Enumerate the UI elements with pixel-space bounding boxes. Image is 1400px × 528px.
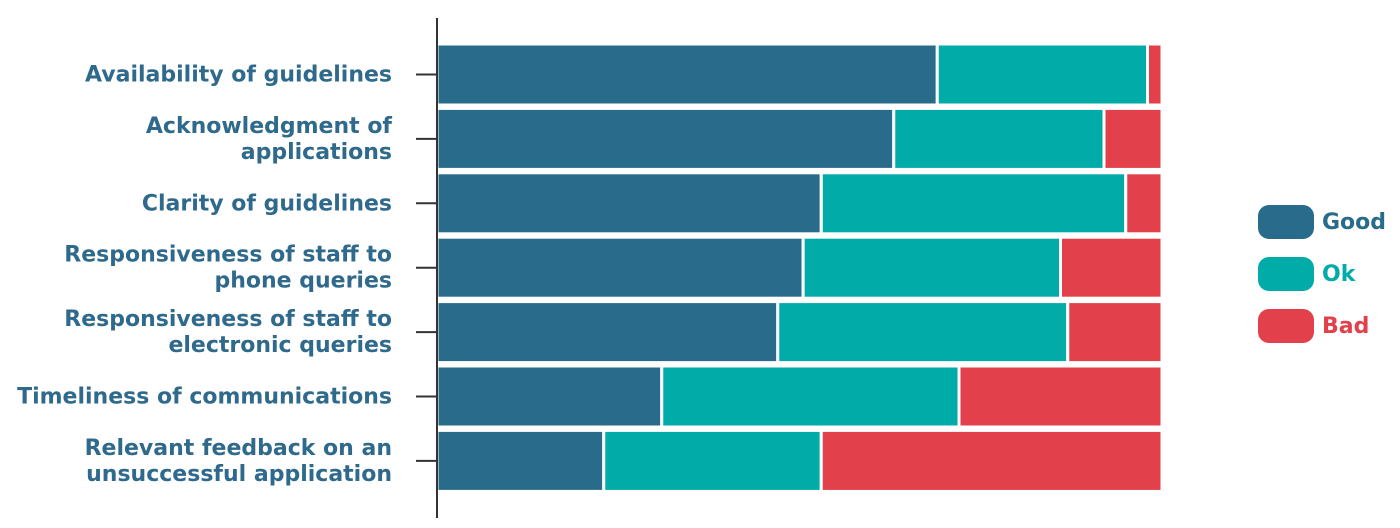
bar-segment-good-4 <box>435 300 780 365</box>
legend-label-bad: Bad <box>1322 313 1370 339</box>
category-labels: Availability of guidelines Acknowledgment… <box>17 63 437 487</box>
bar-segment-bad-2 <box>1124 171 1164 236</box>
bar-segment-good-6 <box>435 428 606 493</box>
bar-segment-ok-0 <box>935 42 1149 107</box>
category-label-line: Clarity of guidelines <box>142 191 392 216</box>
category-label-6: Relevant feedback on an unsuccessful appl… <box>85 436 392 487</box>
legend-label-ok: Ok <box>1322 261 1356 287</box>
bar-segment-good-5 <box>435 364 664 429</box>
legend-item-good: Good <box>1258 196 1386 248</box>
bar-segment-ok-1 <box>892 106 1106 171</box>
bar-segment-bad-4 <box>1066 300 1164 365</box>
category-label-4: Responsiveness of staff to electronic que… <box>64 307 392 358</box>
category-label-line: unsuccessful application <box>86 462 392 487</box>
legend: Good Ok Bad <box>1258 196 1386 352</box>
bar-segment-bad-6 <box>819 428 1164 493</box>
bar-segment-ok-6 <box>602 428 823 493</box>
bar-segment-ok-2 <box>819 171 1128 236</box>
category-label-line: Acknowledgment of <box>146 114 393 139</box>
bar-segment-bad-5 <box>957 364 1164 429</box>
legend-swatch-good <box>1258 205 1314 239</box>
category-label-line: phone queries <box>214 269 392 294</box>
bar-segment-ok-4 <box>776 300 1070 365</box>
bar-segment-bad-3 <box>1059 235 1164 300</box>
bars-group <box>435 42 1164 493</box>
legend-item-ok: Ok <box>1258 248 1386 300</box>
bar-segment-good-0 <box>435 42 939 107</box>
bar-segment-good-1 <box>435 106 896 171</box>
category-label-line: Availability of guidelines <box>85 63 392 88</box>
bar-segment-ok-5 <box>660 364 961 429</box>
category-label-3: Responsiveness of staff to phone queries <box>64 243 392 294</box>
category-label-line: Timeliness of communications <box>17 385 392 410</box>
category-label-0: Availability of guidelines <box>85 63 392 88</box>
category-label-line: applications <box>241 140 392 165</box>
category-label-5: Timeliness of communications <box>17 385 392 410</box>
bar-segment-good-2 <box>435 171 823 236</box>
bar-segment-ok-3 <box>801 235 1062 300</box>
bar-segment-good-3 <box>435 235 805 300</box>
legend-swatch-bad <box>1258 309 1314 343</box>
bar-segment-bad-0 <box>1146 42 1164 107</box>
legend-item-bad: Bad <box>1258 300 1386 352</box>
bar-segment-bad-1 <box>1102 106 1164 171</box>
legend-swatch-ok <box>1258 257 1314 291</box>
category-label-2: Clarity of guidelines <box>142 191 392 216</box>
legend-label-good: Good <box>1322 209 1387 235</box>
category-label-line: Responsiveness of staff to <box>64 243 392 268</box>
category-label-line: Relevant feedback on an <box>85 436 392 461</box>
category-label-line: electronic queries <box>168 333 392 358</box>
category-label-line: Responsiveness of staff to <box>64 307 392 332</box>
category-label-1: Acknowledgment of applications <box>146 114 393 165</box>
